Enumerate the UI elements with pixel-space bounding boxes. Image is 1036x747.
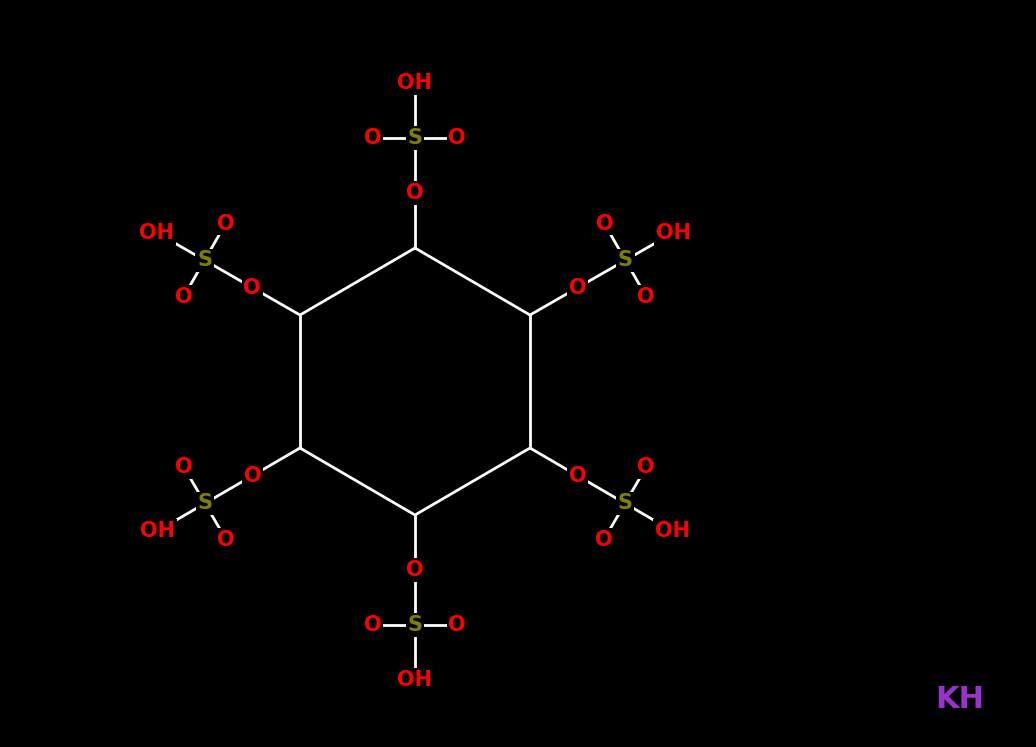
Text: S: S: [198, 493, 212, 513]
Text: O: O: [406, 183, 424, 203]
Text: O: O: [175, 287, 193, 307]
Text: O: O: [218, 530, 235, 550]
Text: S: S: [407, 615, 423, 635]
Text: O: O: [243, 278, 261, 297]
Text: OH: OH: [140, 521, 175, 541]
Text: OH: OH: [398, 73, 432, 93]
Text: S: S: [617, 493, 633, 513]
Text: O: O: [175, 457, 193, 477]
Text: OH: OH: [656, 223, 691, 243]
Text: O: O: [569, 465, 586, 486]
Text: S: S: [407, 128, 423, 148]
Text: OH: OH: [655, 521, 690, 541]
Text: O: O: [217, 214, 234, 234]
Text: KH: KH: [936, 686, 984, 714]
Text: S: S: [197, 250, 212, 270]
Text: O: O: [596, 214, 613, 234]
Text: O: O: [243, 465, 261, 486]
Text: O: O: [365, 128, 382, 148]
Text: S: S: [617, 250, 633, 270]
Text: O: O: [637, 457, 655, 477]
Text: O: O: [406, 560, 424, 580]
Text: OH: OH: [398, 670, 432, 690]
Text: O: O: [595, 530, 612, 550]
Text: OH: OH: [140, 223, 174, 243]
Text: O: O: [569, 278, 586, 297]
Text: O: O: [637, 287, 655, 307]
Text: O: O: [449, 615, 466, 635]
Text: O: O: [449, 128, 466, 148]
Text: O: O: [365, 615, 382, 635]
